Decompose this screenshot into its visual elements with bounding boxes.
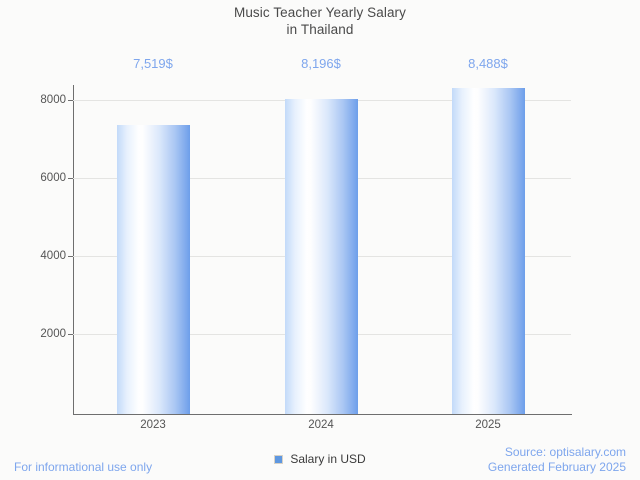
disclaimer-text: For informational use only bbox=[14, 460, 153, 474]
y-tick-mark-2000 bbox=[68, 334, 73, 335]
value-label-2023: 7,519$ bbox=[133, 56, 173, 71]
y-tick-label-4000: 4000 bbox=[40, 250, 66, 262]
x-axis-line bbox=[73, 414, 572, 415]
chart-title-line-2: in Thailand bbox=[286, 22, 354, 37]
y-tick-label-2000: 2000 bbox=[40, 328, 66, 340]
x-tick-label-2024: 2024 bbox=[308, 419, 334, 431]
generated-date-label: Generated February 2025 bbox=[487, 460, 626, 474]
x-tick-label-2023: 2023 bbox=[140, 419, 166, 431]
chart-legend: Salary in USD bbox=[0, 452, 640, 466]
y-tick-mark-6000 bbox=[68, 178, 73, 179]
value-label-2024: 8,196$ bbox=[301, 56, 341, 71]
chart-title-line-1: Music Teacher Yearly Salary bbox=[233, 5, 407, 20]
y-axis-tick-labels: 8000 6000 4000 2000 bbox=[0, 0, 66, 480]
legend-swatch-icon bbox=[274, 454, 284, 464]
page-title: Music Teacher Yearly Salary in Thailand bbox=[0, 4, 640, 38]
value-label-2025: 8,488$ bbox=[468, 56, 508, 71]
legend-item-label[interactable]: Salary in USD bbox=[290, 452, 366, 466]
bar-2024[interactable] bbox=[285, 99, 358, 414]
y-tick-label-8000: 8000 bbox=[40, 94, 66, 106]
bar-series-salary-in-usd bbox=[73, 85, 571, 414]
y-tick-mark-8000 bbox=[68, 100, 73, 101]
y-tick-label-6000: 6000 bbox=[40, 172, 66, 184]
x-tick-label-2025: 2025 bbox=[475, 419, 501, 431]
source-label: Source: optisalary.com bbox=[504, 445, 626, 459]
bar-2023[interactable] bbox=[117, 125, 190, 414]
source-attribution: Source: optisalary.com Generated Februar… bbox=[488, 445, 626, 475]
y-axis-line bbox=[73, 85, 74, 415]
bar-2025[interactable] bbox=[452, 88, 525, 414]
y-tick-mark-4000 bbox=[68, 256, 73, 257]
